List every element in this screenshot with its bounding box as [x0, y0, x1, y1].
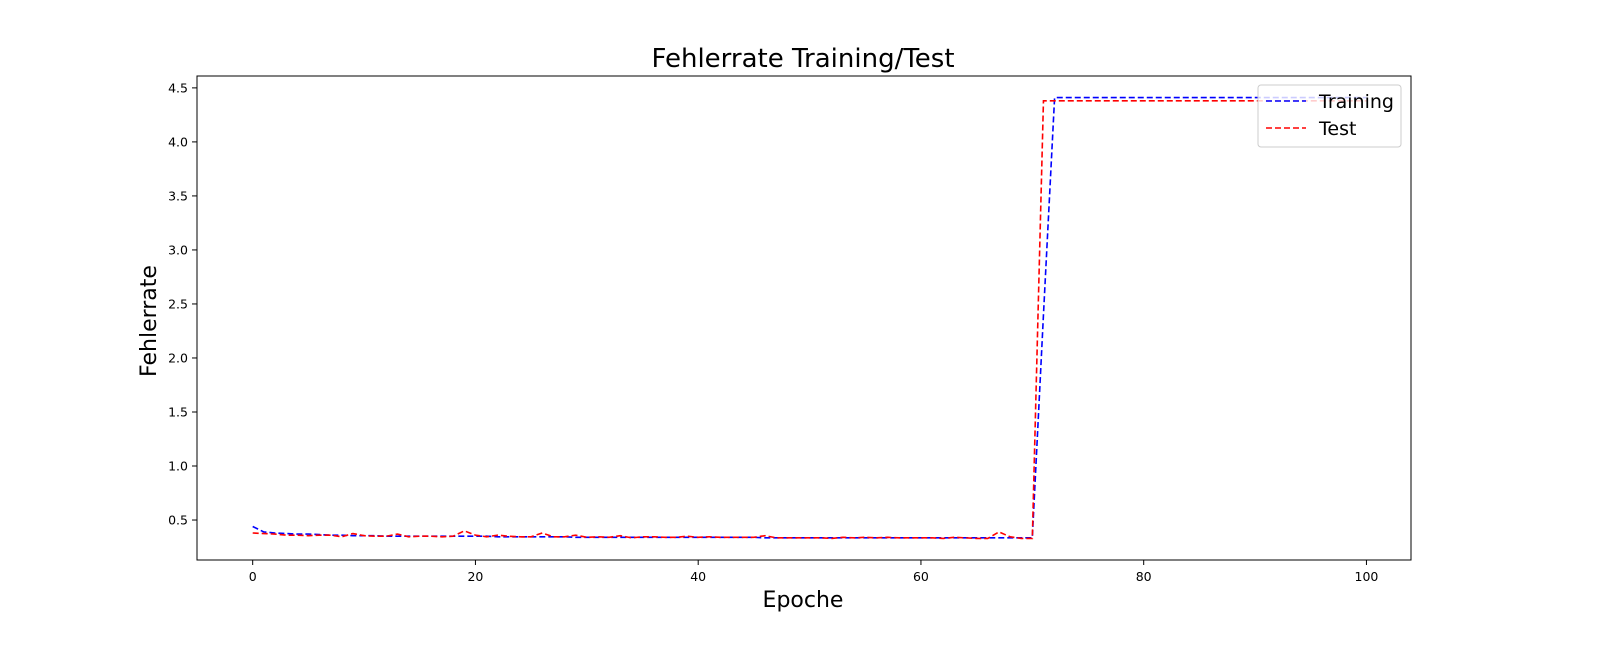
y-tick-label: 2.5 — [168, 296, 188, 311]
x-tick-label: 20 — [467, 569, 483, 584]
plot-frame — [196, 75, 1412, 561]
x-axis-title: Epoche — [763, 588, 844, 613]
x-tick-label: 0 — [249, 569, 257, 584]
y-axis-title: Fehlerrate — [137, 265, 162, 377]
x-tick-label: 80 — [1136, 569, 1152, 584]
y-tick-label: 1.5 — [168, 404, 188, 419]
y-tick-label: 0.5 — [168, 513, 188, 528]
y-tick-label: 4.0 — [168, 134, 188, 149]
x-axis: 0 20 40 60 80 100 — [249, 560, 1379, 584]
x-tick-label: 60 — [913, 569, 929, 584]
x-tick-label: 100 — [1355, 569, 1379, 584]
x-tick-label: 40 — [690, 569, 706, 584]
y-tick-label: 3.5 — [168, 188, 188, 203]
legend: Training Test — [1257, 84, 1402, 148]
series-line-test — [252, 100, 1367, 540]
legend-label-test: Test — [1318, 118, 1356, 140]
y-tick-label: 1.0 — [168, 459, 188, 474]
y-tick-label: 4.5 — [168, 80, 188, 95]
chart-title: Fehlerrate Training/Test — [651, 44, 954, 74]
series-layer — [252, 96, 1367, 540]
legend-label-training: Training — [1318, 91, 1394, 113]
y-tick-label: 3.0 — [168, 242, 188, 257]
y-axis: 0.5 1.0 1.5 2.0 2.5 3.0 3.5 4.0 4.5 — [168, 80, 197, 528]
y-tick-label: 2.0 — [168, 350, 188, 365]
